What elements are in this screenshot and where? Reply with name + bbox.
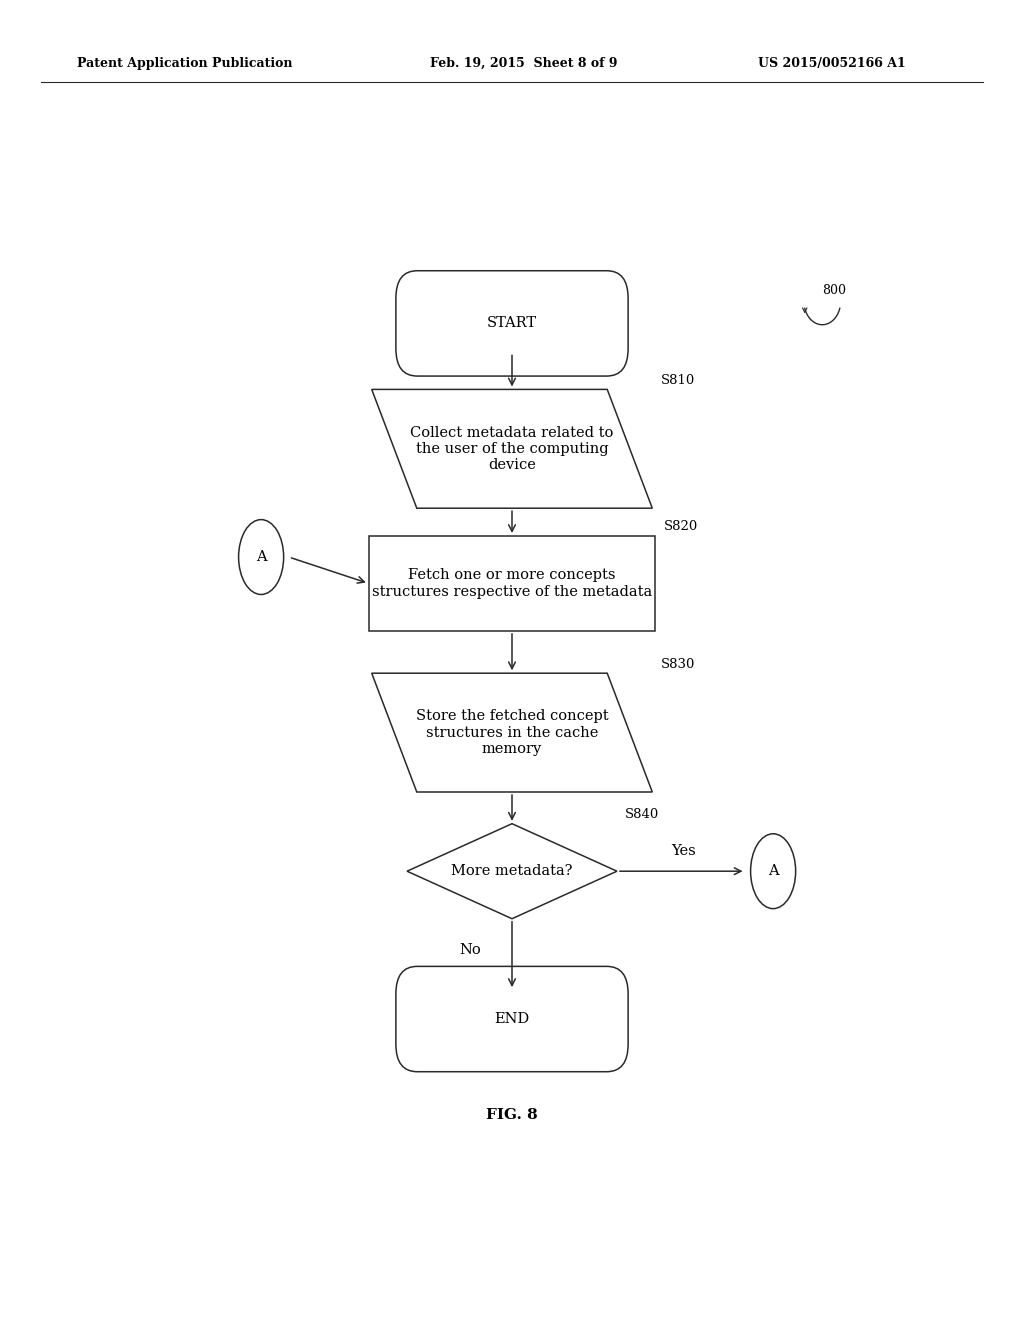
Text: A: A — [256, 550, 266, 564]
Text: S810: S810 — [660, 374, 694, 387]
Text: A: A — [768, 865, 778, 878]
Text: S840: S840 — [625, 808, 659, 821]
Text: END: END — [495, 1012, 529, 1026]
Text: 800: 800 — [822, 284, 846, 297]
Polygon shape — [372, 673, 652, 792]
Text: Feb. 19, 2015  Sheet 8 of 9: Feb. 19, 2015 Sheet 8 of 9 — [430, 57, 617, 70]
FancyBboxPatch shape — [396, 271, 628, 376]
Text: START: START — [487, 317, 537, 330]
Text: Yes: Yes — [672, 845, 696, 858]
Text: S830: S830 — [660, 657, 695, 671]
Bar — [369, 536, 655, 631]
Polygon shape — [408, 824, 616, 919]
FancyBboxPatch shape — [396, 966, 628, 1072]
Text: Fetch one or more concepts
structures respective of the metadata: Fetch one or more concepts structures re… — [372, 569, 652, 598]
Text: US 2015/0052166 A1: US 2015/0052166 A1 — [758, 57, 905, 70]
Ellipse shape — [239, 520, 284, 594]
Text: Patent Application Publication: Patent Application Publication — [77, 57, 292, 70]
Text: S820: S820 — [664, 520, 697, 533]
Text: No: No — [460, 942, 481, 957]
Polygon shape — [372, 389, 652, 508]
Text: More metadata?: More metadata? — [452, 865, 572, 878]
Text: Store the fetched concept
structures in the cache
memory: Store the fetched concept structures in … — [416, 709, 608, 756]
Text: FIG. 8: FIG. 8 — [486, 1109, 538, 1122]
Text: Collect metadata related to
the user of the computing
device: Collect metadata related to the user of … — [411, 425, 613, 473]
Ellipse shape — [751, 834, 796, 908]
